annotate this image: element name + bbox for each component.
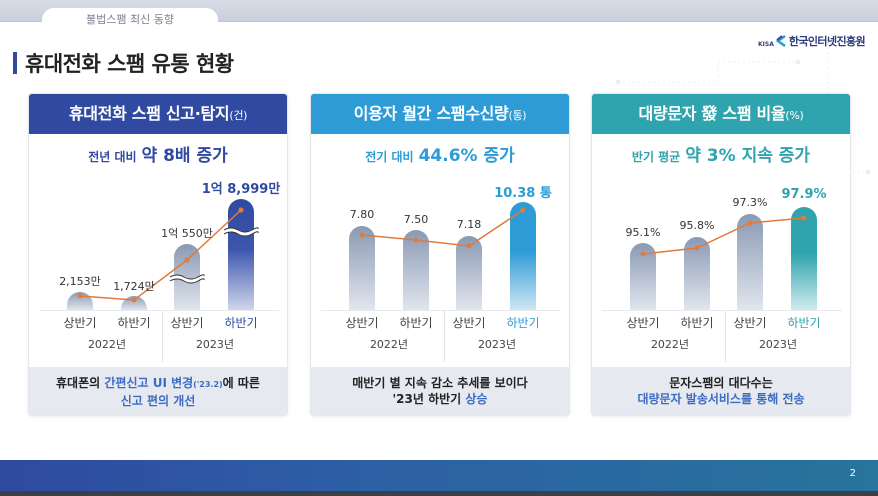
x-label: 상반기 (170, 316, 204, 330)
page-number: 2 (849, 468, 856, 479)
trend-line (359, 207, 526, 249)
year-label: 2023년 (477, 338, 517, 351)
title-accent-bar (13, 52, 17, 74)
card-summary: 전기 대비 44.6% 증가 (311, 144, 569, 168)
bar-2023-h2 (510, 202, 536, 310)
axis-break-icon (77, 207, 261, 303)
logo-kisa-text: KISA (758, 40, 774, 48)
value-label: 95.8% (679, 219, 715, 232)
chart-baseline (602, 310, 842, 311)
chart-baseline (39, 310, 279, 311)
card-footnote: 문자스팸의 대다수는 대량문자 발송서비스를 통해 전송 (592, 367, 850, 415)
footer-edge (0, 491, 878, 496)
year-label: 2022년 (369, 338, 409, 351)
foot-highlight: 상승 (465, 392, 488, 406)
card-unit: (%) (785, 109, 804, 122)
foot-highlight: 신고 편의 개선 (120, 394, 196, 408)
bar-2022-h2 (403, 230, 429, 310)
value-label: 7.80 (349, 208, 375, 221)
year-divider (444, 310, 445, 362)
section-tab: 불법스팸 최신 동향 (42, 8, 218, 34)
x-label: 상반기 (733, 316, 767, 330)
summary-prefix: 전기 대비 (365, 150, 414, 164)
summary-highlight: 44.6% 증가 (418, 146, 515, 166)
kisa-chevron-icon (775, 35, 786, 47)
year-label: 2022년 (650, 338, 690, 351)
summary-prefix: 전년 대비 (88, 150, 137, 164)
foot-text: 매반기 별 지속 감소 추세를 보이다 (352, 376, 528, 390)
card-title: 이용자 월간 스팸수신량 (353, 104, 509, 123)
value-label: 1,724만 (113, 280, 155, 293)
x-label: 상반기 (626, 316, 660, 330)
trend-line (640, 215, 807, 257)
x-label-highlight: 하반기 (506, 316, 540, 330)
card-unit: (통) (508, 109, 527, 122)
x-label-highlight: 하반기 (787, 316, 821, 330)
foot-highlight: 대량문자 발송서비스를 통해 전송 (637, 392, 805, 406)
card-header: 휴대전화 스팸 신고·탐지(건) (29, 94, 287, 134)
top-banner (0, 0, 878, 22)
chart-bulk-sms-ratio: 95.1% 95.8% 97.3% 97.9% 상반기 하반기 상반기 하반기 … (592, 180, 850, 370)
value-label: 7.50 (403, 213, 429, 226)
chart-monthly-spam: 7.80 7.50 7.18 10.38 통 상반기 하반기 상반기 하반기 2… (311, 180, 569, 370)
value-label-highlight: 1억 8,999만 (201, 182, 281, 197)
foot-text: '23년 하반기 (392, 392, 466, 406)
bar-2023-h1 (737, 214, 763, 310)
card-monthly-spam: 이용자 월간 스팸수신량(통) 전기 대비 44.6% 증가 7.80 7.50 … (310, 93, 570, 416)
bar-2022-h1 (349, 226, 375, 310)
card-title: 대량문자 發 스팸 비율 (638, 104, 786, 123)
logo-org-name: 한국인터넷진흥원 (788, 35, 866, 48)
card-spam-reports: 휴대전화 스팸 신고·탐지(건) 전년 대비 약 8배 증가 2,153만 1,7… (28, 93, 288, 416)
year-label: 2022년 (87, 338, 127, 351)
foot-text: 휴대폰의 (56, 376, 105, 390)
value-label: 7.18 (456, 218, 482, 231)
x-label: 상반기 (452, 316, 486, 330)
footer-bar: 2 (0, 460, 878, 491)
chart-spam-reports: 2,153만 1,724만 1억 550만 1억 8,999만 상반기 하반기 … (29, 180, 287, 370)
value-label-highlight: 10.38 통 (494, 186, 552, 201)
x-label: 하반기 (117, 316, 151, 330)
card-unit: (건) (229, 109, 248, 122)
value-label: 1억 550만 (161, 227, 213, 240)
summary-highlight: 약 8배 증가 (141, 146, 228, 166)
x-label: 하반기 (399, 316, 433, 330)
x-label: 상반기 (63, 316, 97, 330)
card-bulk-sms-ratio: 대량문자 發 스팸 비율(%) 반기 평균 약 3% 지속 증가 95.1% 95… (591, 93, 851, 416)
foot-highlight: 간편신고 UI 변경 (104, 376, 194, 390)
page-title: 휴대전화 스팸 유통 현황 (13, 48, 234, 78)
value-label: 2,153만 (59, 275, 101, 288)
foot-date: ('23.2) (193, 380, 223, 389)
card-title: 휴대전화 스팸 신고·탐지 (68, 104, 230, 123)
card-summary: 반기 평균 약 3% 지속 증가 (592, 144, 850, 168)
value-label-highlight: 97.9% (781, 187, 827, 202)
summary-highlight: 약 3% 지속 증가 (685, 146, 811, 166)
year-label: 2023년 (758, 338, 798, 351)
kisa-logo: KISA 한국인터넷진흥원 (758, 33, 866, 49)
year-divider (162, 310, 163, 362)
value-label: 95.1% (625, 226, 661, 239)
summary-prefix: 반기 평균 (631, 150, 681, 164)
value-label: 97.3% (732, 196, 768, 209)
card-summary: 전년 대비 약 8배 증가 (29, 144, 287, 168)
card-footnote: 매반기 별 지속 감소 추세를 보이다 '23년 하반기 상승 (311, 367, 569, 415)
x-label-highlight: 하반기 (224, 316, 258, 330)
x-label: 하반기 (680, 316, 714, 330)
card-header: 대량문자 發 스팸 비율(%) (592, 94, 850, 134)
foot-text: 문자스팸의 대다수는 (669, 376, 773, 390)
bar-2023-h2 (791, 207, 817, 310)
chart-baseline (321, 310, 561, 311)
page-title-text: 휴대전화 스팸 유통 현황 (25, 52, 234, 76)
year-divider (725, 310, 726, 362)
card-header: 이용자 월간 스팸수신량(통) (311, 94, 569, 134)
x-label: 상반기 (345, 316, 379, 330)
foot-text: 에 따른 (222, 376, 260, 390)
year-label: 2023년 (195, 338, 235, 351)
card-footnote: 휴대폰의 간편신고 UI 변경('23.2)에 따른 신고 편의 개선 (29, 367, 287, 415)
